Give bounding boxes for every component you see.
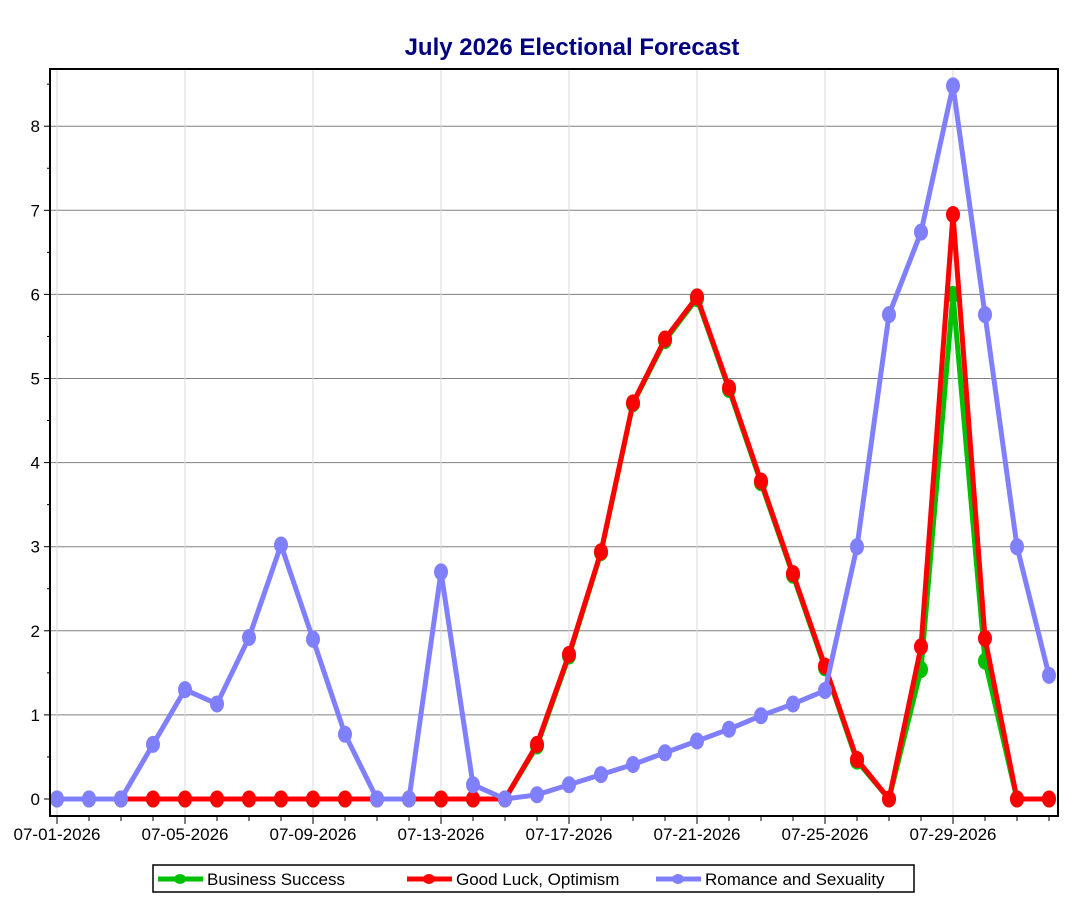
data-point	[50, 790, 64, 808]
series-line	[121, 212, 1049, 802]
data-point	[946, 77, 960, 95]
data-point	[338, 790, 352, 808]
y-tick-label: 0	[31, 790, 40, 809]
data-point	[178, 790, 192, 808]
data-point	[914, 638, 928, 656]
legend-swatch-marker	[423, 874, 435, 884]
legend-swatch-marker	[672, 874, 684, 884]
legend-swatch-marker	[174, 874, 186, 884]
data-point	[466, 776, 480, 794]
data-point	[754, 472, 768, 490]
data-point	[594, 766, 608, 784]
data-point	[434, 563, 448, 581]
data-point	[434, 790, 448, 808]
data-point	[690, 732, 704, 750]
data-point	[530, 786, 544, 804]
plot-frame	[49, 68, 1059, 817]
data-point	[786, 565, 800, 583]
data-point	[626, 756, 640, 774]
data-point	[274, 790, 288, 808]
data-point	[306, 790, 320, 808]
legend: Business Success Good Luck, Optimism Roman…	[152, 864, 915, 893]
data-point	[498, 790, 512, 808]
data-point	[146, 790, 160, 808]
data-point	[1010, 790, 1024, 808]
series-good-luck-optimism	[114, 206, 1056, 808]
data-point	[978, 629, 992, 647]
y-tick-label: 4	[31, 454, 40, 473]
data-point	[1010, 538, 1024, 556]
data-point	[722, 379, 736, 397]
data-point	[306, 630, 320, 648]
data-point	[242, 629, 256, 647]
data-point	[562, 645, 576, 663]
x-tick-label: 07-29-2026	[910, 825, 997, 844]
data-point	[658, 744, 672, 762]
series-line	[57, 83, 1052, 802]
data-point	[274, 536, 288, 554]
data-point	[1042, 790, 1056, 808]
y-tick-label: 1	[31, 706, 40, 725]
data-point	[626, 394, 640, 412]
data-point	[914, 223, 928, 241]
x-tick-label: 07-25-2026	[782, 825, 869, 844]
data-point	[146, 735, 160, 753]
data-point	[882, 306, 896, 324]
y-tick-label: 5	[31, 370, 40, 389]
data-point	[690, 288, 704, 306]
x-tick-label: 07-01-2026	[14, 825, 101, 844]
y-tick-label: 3	[31, 538, 40, 557]
x-tick-label: 07-05-2026	[142, 825, 229, 844]
data-point	[658, 330, 672, 348]
data-point	[722, 720, 736, 738]
legend-box	[152, 864, 915, 893]
data-point	[946, 206, 960, 224]
data-point	[786, 695, 800, 713]
y-tick-label: 7	[31, 201, 40, 220]
data-point	[338, 725, 352, 743]
series-romance-and-sexuality	[50, 77, 1056, 808]
data-point	[594, 543, 608, 561]
data-point	[210, 695, 224, 713]
x-tick-label: 07-09-2026	[270, 825, 357, 844]
data-point	[1042, 666, 1056, 684]
data-point	[562, 776, 576, 794]
legend-label: Good Luck, Optimism	[456, 870, 619, 889]
data-point	[850, 538, 864, 556]
x-tick-label: 07-13-2026	[398, 825, 485, 844]
data-point	[530, 735, 544, 753]
data-point	[466, 790, 480, 808]
data-point	[82, 790, 96, 808]
legend-label: Business Success	[207, 870, 345, 889]
data-point	[978, 306, 992, 324]
chart-title: July 2026 Electional Forecast	[405, 34, 740, 61]
data-point	[882, 790, 896, 808]
y-tick-label: 2	[31, 622, 40, 641]
data-point	[754, 707, 768, 725]
y-tick-label: 6	[31, 285, 40, 304]
legend-label: Romance and Sexuality	[705, 870, 885, 889]
data-point	[114, 790, 128, 808]
x-tick-label: 07-17-2026	[526, 825, 613, 844]
data-point	[178, 681, 192, 699]
data-point	[818, 682, 832, 700]
x-tick-label: 07-21-2026	[654, 825, 741, 844]
data-point	[242, 790, 256, 808]
data-point	[210, 790, 224, 808]
data-point	[850, 750, 864, 768]
data-point	[370, 790, 384, 808]
data-point	[402, 790, 416, 808]
y-tick-label: 8	[31, 117, 40, 136]
